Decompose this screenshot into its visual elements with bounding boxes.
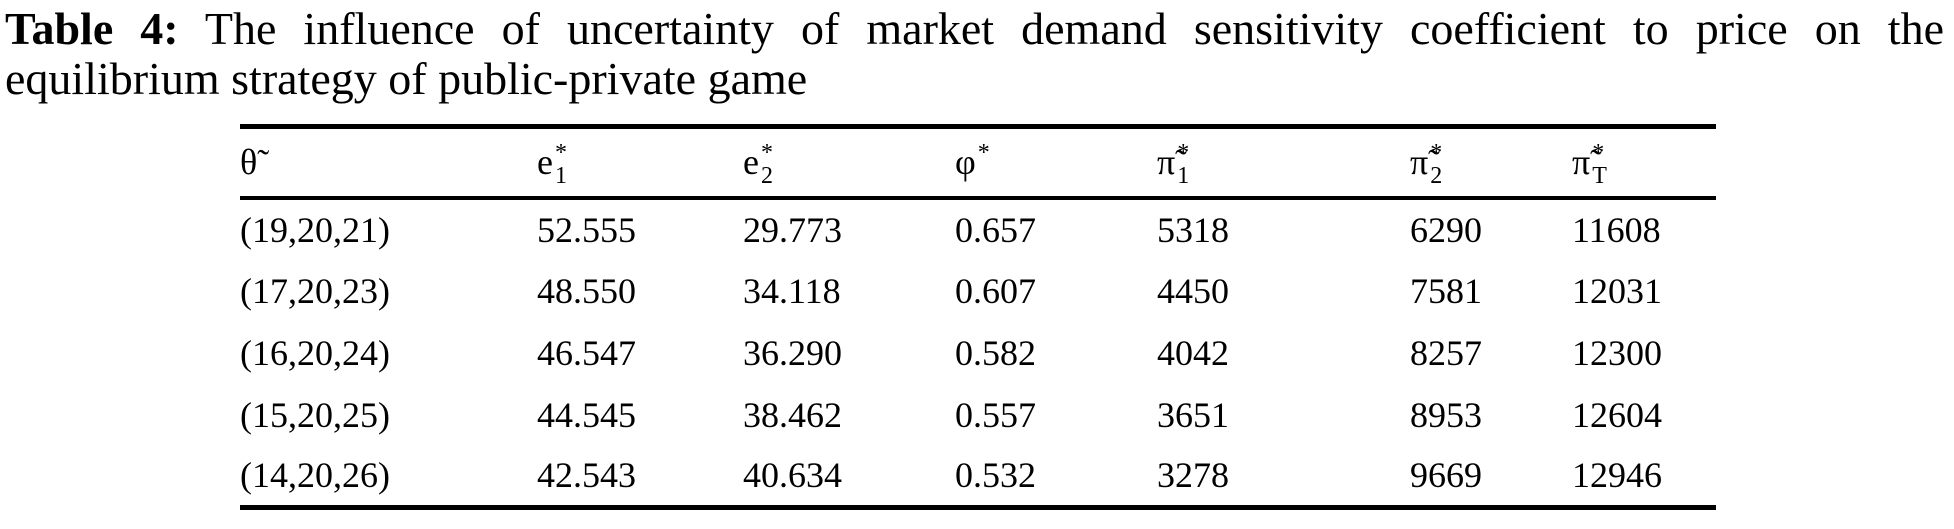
table-cell: 4450 bbox=[1157, 270, 1229, 311]
header-base: π̃ bbox=[1410, 142, 1429, 183]
table-cell: 46.547 bbox=[537, 332, 636, 373]
table-cell: (19,20,21) bbox=[240, 209, 390, 250]
table-row: (17,20,23) 48.550 34.118 0.607 4450 7581… bbox=[240, 260, 1716, 322]
col-header-e2: e * 2 bbox=[743, 127, 955, 198]
header-symbol: e * 1 bbox=[537, 139, 567, 190]
table-cell: 48.550 bbox=[537, 270, 636, 311]
header-base: π̃ bbox=[1157, 142, 1176, 183]
header-symbol: θ̃ bbox=[240, 139, 259, 185]
table-cell: 12604 bbox=[1572, 394, 1662, 435]
header-sup: * bbox=[760, 140, 773, 167]
header-sub: 1 bbox=[554, 163, 567, 190]
table-cell: 0.532 bbox=[955, 455, 1036, 496]
header-row: θ̃ e * 1 e * 2 φ * π̃ * 1 π̃ * 2 π̃ * T bbox=[240, 126, 1716, 198]
table-cell: 4042 bbox=[1157, 332, 1229, 373]
col-header-pi2: π̃ * 2 bbox=[1410, 127, 1572, 198]
table-cell: 9669 bbox=[1410, 455, 1482, 496]
header-sub: T bbox=[1592, 163, 1607, 190]
table-cell: 8257 bbox=[1410, 332, 1482, 373]
table-cell: (16,20,24) bbox=[240, 332, 390, 373]
caption-text: The influence of uncertainty of market d… bbox=[5, 3, 1944, 104]
table-cell: 0.582 bbox=[955, 332, 1036, 373]
header-base: e bbox=[743, 142, 759, 183]
table-cell: 42.543 bbox=[537, 455, 636, 496]
header-sub bbox=[978, 164, 990, 187]
table-cell: (14,20,26) bbox=[240, 455, 390, 496]
table-cell: 12300 bbox=[1572, 332, 1662, 373]
table-cell: 5318 bbox=[1157, 209, 1229, 250]
table-cell: 52.555 bbox=[537, 209, 636, 250]
table-cell: 29.773 bbox=[743, 209, 842, 250]
header-sup: * bbox=[1177, 140, 1190, 167]
table-cell: 12031 bbox=[1572, 270, 1662, 311]
table-cell: (15,20,25) bbox=[240, 394, 390, 435]
table-cell: 6290 bbox=[1410, 209, 1482, 250]
header-sub: 2 bbox=[1430, 163, 1443, 190]
header-symbol: e * 2 bbox=[743, 139, 773, 190]
header-symbol: φ * bbox=[955, 139, 990, 185]
header-sup: * bbox=[554, 140, 567, 167]
table-cell: 7581 bbox=[1410, 270, 1482, 311]
table-row: (14,20,26) 42.543 40.634 0.532 3278 9669… bbox=[240, 446, 1716, 508]
table-cell: 3278 bbox=[1157, 455, 1229, 496]
header-base: π̃ bbox=[1572, 142, 1591, 183]
table-cell: 11608 bbox=[1572, 209, 1661, 250]
header-symbol: π̃ * 2 bbox=[1410, 139, 1443, 190]
table-caption: Table 4: The influence of uncertainty of… bbox=[0, 0, 1949, 104]
table-cell: 0.607 bbox=[955, 270, 1036, 311]
header-base: θ̃ bbox=[240, 142, 258, 183]
table-cell: 44.545 bbox=[537, 394, 636, 435]
table-cell: 38.462 bbox=[743, 394, 842, 435]
table-row: (19,20,21) 52.555 29.773 0.657 5318 6290… bbox=[240, 198, 1716, 260]
col-header-piT: π̃ * T bbox=[1572, 127, 1716, 198]
header-base: φ bbox=[955, 142, 976, 183]
caption-label: Table 4: bbox=[5, 3, 179, 54]
table-cell: 34.118 bbox=[743, 270, 841, 311]
header-sup: * bbox=[977, 140, 990, 167]
header-symbol: π̃ * 1 bbox=[1157, 139, 1190, 190]
table-cell: 36.290 bbox=[743, 332, 842, 373]
table-cell: 0.657 bbox=[955, 209, 1036, 250]
table-cell: 12946 bbox=[1572, 455, 1662, 496]
table-cell: 0.557 bbox=[955, 394, 1036, 435]
col-header-theta: θ̃ bbox=[240, 127, 537, 198]
table-cell: (17,20,23) bbox=[240, 270, 390, 311]
table-row: (16,20,24) 46.547 36.290 0.582 4042 8257… bbox=[240, 322, 1716, 384]
header-sup: * bbox=[1430, 140, 1443, 167]
col-header-phi: φ * bbox=[955, 127, 1157, 198]
col-header-e1: e * 1 bbox=[537, 127, 743, 198]
header-sub: 1 bbox=[1177, 163, 1190, 190]
table-cell: 3651 bbox=[1157, 394, 1229, 435]
results-table: θ̃ e * 1 e * 2 φ * π̃ * 1 π̃ * 2 π̃ * T (19,20,21) bbox=[240, 124, 1716, 510]
table-cell: 8953 bbox=[1410, 394, 1482, 435]
header-sub: 2 bbox=[760, 163, 773, 190]
header-sup: * bbox=[1592, 140, 1605, 167]
col-header-pi1: π̃ * 1 bbox=[1157, 127, 1410, 198]
header-base: e bbox=[537, 142, 553, 183]
table-cell: 40.634 bbox=[743, 455, 842, 496]
table-row: (15,20,25) 44.545 38.462 0.557 3651 8953… bbox=[240, 384, 1716, 446]
header-symbol: π̃ * T bbox=[1572, 139, 1607, 190]
